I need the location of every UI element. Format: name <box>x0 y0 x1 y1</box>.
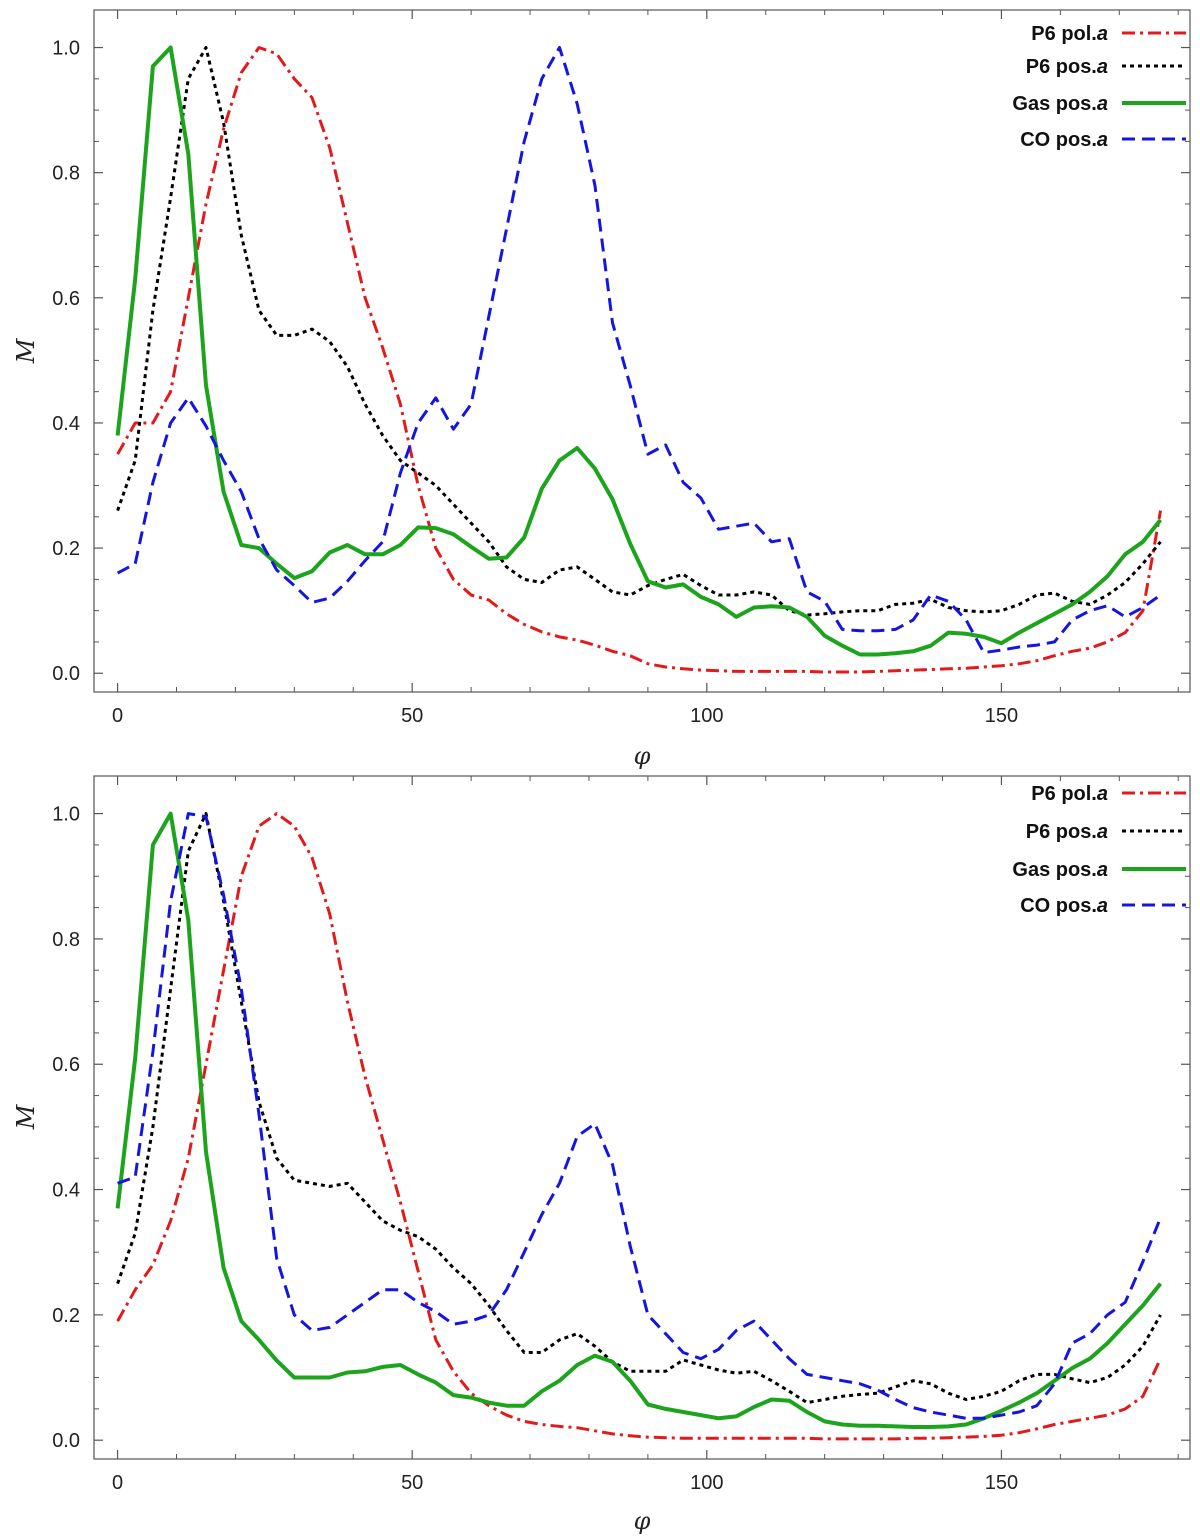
axis-ticks <box>94 776 1190 1459</box>
legend-entry-co-pos: CO pos.a <box>1020 129 1186 151</box>
series-line-p6-pol <box>116 812 1162 1441</box>
legend-entry-gas-pos: Gas pos.a <box>1012 859 1186 881</box>
y-tick-label: 0.2 <box>52 1305 80 1327</box>
x-tick-label: 150 <box>985 705 1018 727</box>
x-tick-label: 150 <box>985 1472 1018 1494</box>
series-line-p6-pos <box>116 812 1162 1405</box>
y-tick-label: 0.8 <box>52 163 80 185</box>
y-tick-label: 0.6 <box>52 1054 80 1076</box>
y-tick-labels: 0.0 0.2 0.4 0.6 0.8 1.0 <box>52 38 80 686</box>
legend-entry-p6-pol: P6 pol.a <box>1031 23 1186 45</box>
legend-entry-p6-pol: P6 pol.a <box>1031 783 1186 805</box>
y-tick-labels: 0.0 0.2 0.4 0.6 0.8 1.0 <box>52 804 80 1453</box>
chart-panel-top: 0 50 100 150 0.0 0.2 0.4 0.6 0.8 1.0 φ M P6 pol.… <box>12 9 1191 770</box>
series-line-p6-pos <box>116 46 1162 617</box>
legend-entry-p6-pos: P6 pos.a <box>1026 821 1186 843</box>
legend-entry-co-pos: CO pos.a <box>1020 895 1186 917</box>
legend-label: Gas pos.a <box>1012 859 1108 881</box>
chart-panel-bottom: 0 50 100 150 0.0 0.2 0.4 0.6 0.8 1.0 φ M P6 pol.… <box>12 775 1191 1535</box>
y-tick-label: 0.2 <box>52 538 80 560</box>
x-tick-label: 100 <box>690 1472 723 1494</box>
series-line-co-pos <box>116 46 1162 655</box>
legend-label: P6 pos.a <box>1026 56 1108 78</box>
y-tick-label: 1.0 <box>52 804 80 826</box>
legend: P6 pol.a P6 pos.a Gas pos.a CO pos.a <box>1012 23 1186 151</box>
y-tick-label: 0.4 <box>52 413 80 435</box>
legend: P6 pol.a P6 pos.a Gas pos.a CO pos.a <box>1012 783 1186 917</box>
series-lines <box>115 811 1163 1441</box>
x-tick-label: 0 <box>112 1472 123 1494</box>
series-lines <box>115 45 1163 674</box>
y-axis-label: M <box>12 1103 40 1130</box>
plot-frame <box>93 9 1191 693</box>
legend-label: Gas pos.a <box>1012 93 1108 115</box>
series-line-co-pos <box>117 812 1162 1420</box>
legend-entry-gas-pos: Gas pos.a <box>1012 93 1186 115</box>
legend-label: P6 pol.a <box>1031 783 1108 805</box>
y-tick-label: 0.0 <box>52 1430 80 1452</box>
series-line-gas-pos <box>115 811 1163 1429</box>
x-axis-label: φ <box>634 1507 651 1535</box>
legend-label: CO pos.a <box>1020 129 1108 151</box>
x-tick-labels: 0 50 100 150 <box>112 1472 1018 1494</box>
y-tick-label: 0.8 <box>52 929 80 951</box>
x-tick-label: 50 <box>401 1472 423 1494</box>
x-tick-labels: 0 50 100 150 <box>112 705 1018 727</box>
y-axis-label: M <box>12 337 40 364</box>
x-tick-label: 0 <box>112 705 123 727</box>
y-tick-label: 0.4 <box>52 1180 80 1202</box>
legend-label: P6 pol.a <box>1031 23 1108 45</box>
legend-entry-p6-pos: P6 pos.a <box>1026 56 1186 78</box>
series-line-gas-pos <box>115 45 1163 657</box>
x-axis-label: φ <box>634 742 651 770</box>
axis-ticks <box>94 10 1190 692</box>
plot-frame <box>93 775 1191 1460</box>
y-tick-label: 0.0 <box>52 663 80 685</box>
x-tick-label: 50 <box>401 705 423 727</box>
legend-label: CO pos.a <box>1020 895 1108 917</box>
y-tick-label: 0.6 <box>52 288 80 310</box>
y-tick-label: 1.0 <box>52 38 80 60</box>
legend-label: P6 pos.a <box>1026 821 1108 843</box>
x-tick-label: 100 <box>690 705 723 727</box>
series-line-p6-pol <box>116 46 1162 674</box>
